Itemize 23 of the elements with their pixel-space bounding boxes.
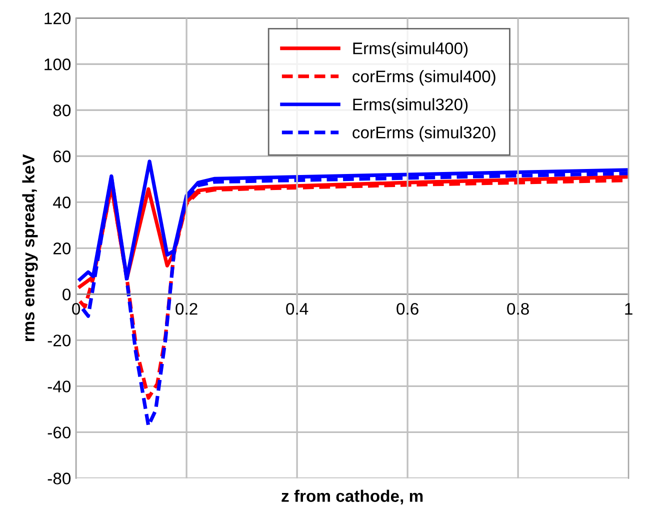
x-tick-label: 0.2 [176,302,198,315]
legend-label: corErms (simul320) [352,126,496,142]
y-tick-label: 0 [62,288,71,300]
x-tick-label: 0.4 [286,302,308,315]
y-tick-label: 80 [53,104,71,116]
y-tick-label: -60 [48,426,71,438]
y-tick-label: -20 [48,334,71,346]
y-tick-label: 120 [44,12,71,24]
y-tick-label: 100 [44,58,71,70]
legend-label: Erms(simul320) [353,98,468,114]
legend-label: Erms(simul400) [353,42,468,58]
y-tick-label: -80 [48,472,71,484]
x-tick-label: 0.6 [396,302,418,315]
x-axis-title: z from cathode, m [282,490,423,504]
y-tick-label: 60 [54,150,71,162]
x-tick-label: 1 [625,303,632,315]
legend-label: corErms (simul400) [352,70,496,86]
y-tick-label: 40 [53,196,71,208]
x-tick-label: 0 [72,302,80,315]
y-axis-title: rms energy spread, keV [22,154,38,342]
y-tick-label: 20 [53,242,71,254]
y-tick-label: -40 [48,380,71,392]
x-tick-label: 0.8 [507,302,529,315]
